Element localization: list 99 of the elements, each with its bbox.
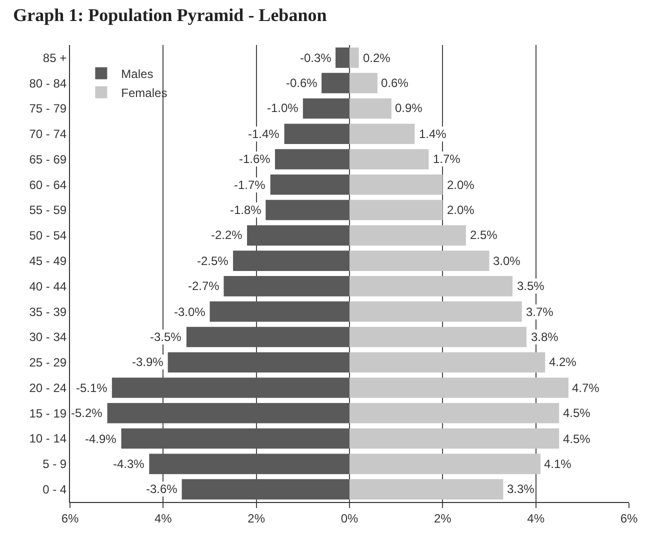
- y-tick-label: 20 - 24: [29, 380, 67, 395]
- data-label: 2.0%: [447, 203, 475, 217]
- data-label: 0.2%: [363, 51, 391, 65]
- bar: [350, 250, 490, 271]
- data-label: 4.5%: [563, 406, 591, 420]
- y-tick-label: 60 - 64: [29, 178, 67, 192]
- x-tick-label: 4%: [154, 511, 172, 526]
- data-label: -4.3%: [113, 457, 145, 471]
- bar: [186, 326, 350, 348]
- data-label: -5.1%: [76, 381, 108, 395]
- y-tick-label: 25 - 29: [29, 356, 67, 370]
- bar: [107, 402, 350, 424]
- y-tick-label: 55 - 59: [29, 203, 67, 218]
- data-label: 4.5%: [563, 432, 591, 446]
- data-label: -3.5%: [150, 330, 182, 344]
- bar: [350, 124, 415, 144]
- data-label: 3.5%: [517, 279, 545, 293]
- bar: [247, 225, 350, 246]
- bar: [233, 250, 350, 271]
- data-label: 2.5%: [470, 228, 498, 242]
- x-tick-label: 2%: [434, 511, 452, 526]
- y-tick-label: 0 - 4: [42, 482, 67, 497]
- bar: [121, 428, 350, 449]
- y-tick-label: 40 - 44: [29, 279, 67, 294]
- legend-label: Males: [121, 66, 154, 81]
- bar: [350, 149, 429, 170]
- data-label: -0.3%: [300, 51, 332, 65]
- bar: [336, 48, 350, 68]
- data-label: -2.2%: [211, 228, 243, 242]
- x-tick-label: 6%: [61, 511, 79, 526]
- data-label: 3.0%: [493, 254, 521, 268]
- data-label: -3.6%: [146, 482, 178, 496]
- bar: [350, 200, 443, 220]
- bar: [210, 301, 350, 322]
- bar: [350, 276, 513, 296]
- y-tick-label: 10 - 14: [29, 432, 67, 446]
- y-tick-label: 30 - 34: [29, 330, 67, 344]
- data-label: -1.0%: [267, 101, 299, 115]
- bar: [350, 174, 443, 195]
- data-label: -4.9%: [85, 432, 117, 446]
- bar: [224, 276, 350, 296]
- bar: [350, 454, 540, 474]
- y-tick-label: 5 - 9: [42, 457, 67, 472]
- bar: [350, 428, 560, 449]
- data-label: 2.0%: [447, 178, 475, 192]
- data-label: 3.7%: [526, 305, 554, 319]
- y-tick-label: 75 - 79: [29, 102, 67, 116]
- y-tick-label: 45 - 49: [29, 254, 67, 268]
- bar: [149, 454, 350, 474]
- y-tick-label: 70 - 74: [29, 127, 67, 142]
- bar: [182, 479, 350, 500]
- bar: [270, 174, 350, 195]
- x-tick-label: 0%: [340, 511, 358, 526]
- bar: [322, 72, 350, 94]
- bar: [350, 301, 522, 322]
- chart-title: Graph 1: Population Pyramid - Lebanon: [13, 4, 327, 25]
- bar: [266, 200, 350, 220]
- y-tick-label: 15 - 19: [29, 406, 67, 420]
- bar: [350, 402, 560, 424]
- x-tick-label: 2%: [248, 511, 266, 526]
- data-label: -2.7%: [188, 279, 220, 293]
- data-label: 1.4%: [419, 127, 447, 141]
- data-label: 4.2%: [549, 355, 577, 369]
- data-label: 0.9%: [395, 101, 423, 115]
- data-label: 0.6%: [381, 76, 409, 90]
- bar: [274, 149, 350, 170]
- bar: [168, 352, 350, 373]
- bar: [350, 72, 378, 94]
- bar: [350, 98, 392, 119]
- bar: [350, 352, 546, 373]
- data-label: -0.6%: [286, 76, 318, 90]
- bar: [350, 378, 568, 398]
- y-tick-label: 85 +: [42, 50, 67, 65]
- bar: [302, 98, 350, 119]
- data-label: -1.8%: [230, 203, 262, 217]
- bar: [350, 326, 527, 348]
- bar: [284, 124, 350, 144]
- data-label: -1.6%: [239, 152, 271, 166]
- data-label: 1.7%: [433, 152, 461, 166]
- data-label: 4.1%: [544, 457, 572, 471]
- bar: [350, 479, 504, 500]
- data-label: 3.8%: [531, 330, 559, 344]
- bar: [350, 48, 359, 68]
- data-label: -5.2%: [71, 406, 103, 420]
- y-tick-label: 35 - 39: [29, 304, 67, 319]
- x-tick-label: 4%: [527, 511, 545, 526]
- bar: [350, 225, 466, 246]
- x-tick-label: 6%: [620, 511, 638, 526]
- data-label: -2.5%: [197, 254, 229, 268]
- data-label: -3.0%: [174, 305, 206, 319]
- y-tick-label: 80 - 84: [29, 76, 67, 90]
- y-tick-label: 50 - 54: [29, 228, 67, 243]
- data-label: 3.3%: [507, 482, 535, 496]
- y-tick-label: 65 - 69: [29, 152, 67, 166]
- data-label: -1.7%: [234, 178, 266, 192]
- data-label: -1.4%: [248, 127, 280, 141]
- bar: [112, 378, 350, 398]
- data-label: -3.9%: [132, 355, 164, 369]
- data-label: 4.7%: [572, 381, 600, 395]
